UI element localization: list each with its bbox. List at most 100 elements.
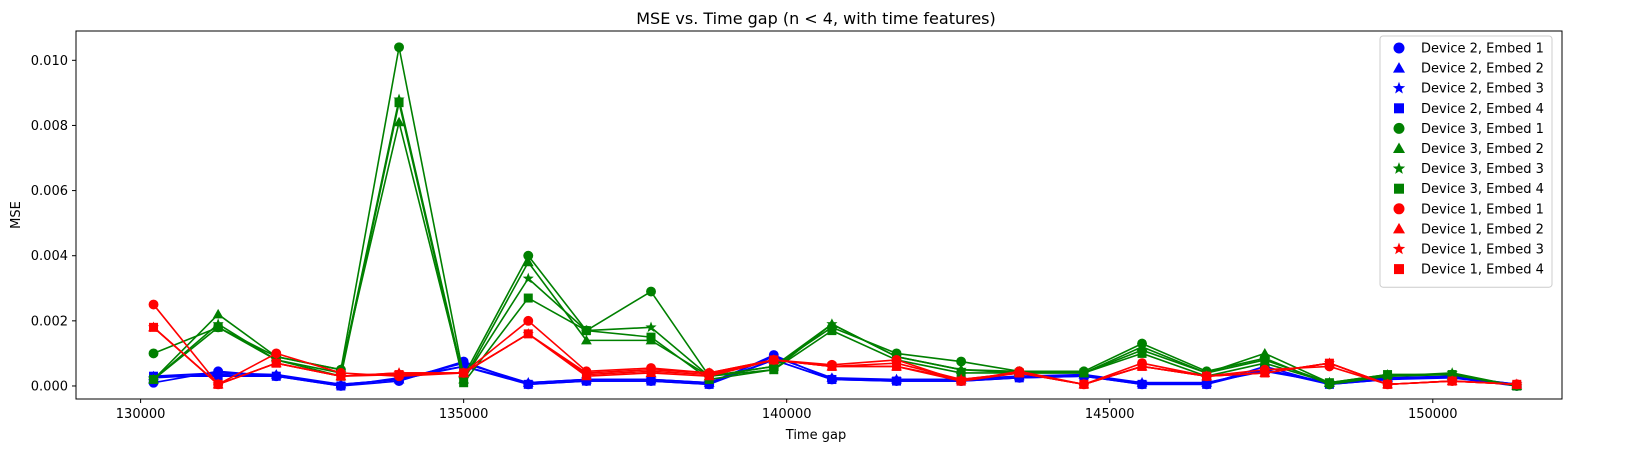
y-tick-label: 0.002: [31, 314, 68, 329]
legend-label: Device 2, Embed 4: [1421, 102, 1544, 117]
data-point: [523, 293, 533, 303]
data-point: [581, 370, 591, 380]
legend-item: Device 3, Embed 3: [1392, 162, 1544, 177]
legend-item: Device 1, Embed 4: [1394, 263, 1544, 278]
legend-label: Device 1, Embed 2: [1421, 222, 1544, 237]
data-point: [213, 379, 223, 389]
legend-label: Device 3, Embed 1: [1421, 122, 1544, 137]
data-point: [459, 368, 469, 378]
y-tick-label: 0.010: [31, 54, 68, 69]
legend-marker: [1393, 203, 1405, 215]
data-point: [1079, 368, 1089, 378]
y-tick-label: 0.004: [31, 249, 68, 264]
data-point: [1447, 370, 1457, 380]
legend-item: Device 1, Embed 2: [1393, 222, 1544, 237]
data-point: [336, 381, 346, 391]
legend-label: Device 1, Embed 4: [1421, 263, 1544, 278]
data-point: [271, 348, 282, 359]
legend-marker: [1394, 183, 1404, 194]
data-point: [459, 378, 469, 388]
data-point: [394, 98, 404, 108]
data-point: [522, 256, 534, 267]
data-point: [213, 322, 223, 332]
data-point: [523, 315, 534, 326]
data-point: [1137, 348, 1147, 358]
data-point: [892, 376, 902, 386]
data-point: [149, 322, 159, 332]
data-point: [523, 379, 533, 389]
data-point: [336, 371, 346, 381]
legend-label: Device 2, Embed 3: [1421, 82, 1544, 97]
legend-label: Device 3, Embed 3: [1421, 162, 1544, 177]
data-point: [213, 371, 223, 381]
data-point: [1383, 370, 1393, 380]
data-point: [769, 355, 779, 365]
data-point: [645, 321, 657, 333]
data-point: [581, 334, 592, 345]
data-point: [1202, 371, 1212, 381]
legend-marker: [1392, 81, 1406, 94]
legend-item: Device 2, Embed 2: [1393, 62, 1544, 77]
data-point: [149, 374, 159, 384]
data-point: [827, 374, 837, 384]
plot-frame: [75, 30, 1563, 400]
x-tick-label: 135000: [439, 407, 489, 422]
legend-box: [1379, 35, 1553, 288]
data-point: [393, 116, 405, 127]
data-point: [956, 376, 966, 386]
legend-label: Device 1, Embed 1: [1421, 202, 1544, 217]
data-point: [1383, 379, 1393, 389]
data-point: [1079, 379, 1089, 389]
data-point: [271, 371, 281, 381]
y-axis-title: MSE: [9, 201, 24, 229]
legend-marker: [1392, 162, 1406, 174]
data-point: [1202, 379, 1212, 389]
legend-label: Device 3, Embed 2: [1421, 142, 1544, 157]
legend-marker: [1392, 242, 1406, 255]
data-point: [956, 356, 967, 367]
legend-marker: [1393, 122, 1405, 134]
data-point: [522, 272, 534, 284]
data-point: [523, 250, 534, 261]
data-point: [1260, 358, 1270, 368]
data-point: [826, 318, 838, 329]
data-point: [827, 326, 837, 336]
legend-label: Device 2, Embed 1: [1421, 42, 1544, 57]
legend-label: Device 3, Embed 4: [1421, 182, 1544, 197]
data-point: [1324, 358, 1334, 368]
data-point: [1137, 379, 1147, 389]
y-axis: 0.000 0.002 0.004 0.006 0.008 0.010: [31, 54, 76, 394]
data-point: [148, 299, 159, 310]
data-point: [1447, 376, 1457, 386]
x-tick-label: 145000: [1085, 407, 1135, 422]
data-point: [956, 368, 966, 378]
legend-item: Device 1, Embed 1: [1393, 202, 1544, 217]
x-axis-title: Time gap: [785, 428, 846, 443]
data-point: [704, 379, 714, 389]
data-point: [646, 366, 656, 376]
data-point: [394, 370, 404, 380]
legend-label: Device 2, Embed 2: [1421, 62, 1544, 77]
legend-item: Device 3, Embed 1: [1393, 122, 1544, 137]
data-point: [769, 365, 779, 375]
data-point: [581, 376, 591, 386]
legend-marker: [1393, 222, 1405, 234]
legend-marker: [1394, 264, 1404, 275]
data-point: [646, 376, 656, 386]
legend-marker: [1393, 62, 1405, 73]
data-point: [1512, 379, 1522, 389]
legend-marker: [1394, 103, 1404, 114]
chart-title: MSE vs. Time gap (n < 4, with time featu…: [636, 9, 996, 28]
legend-item: Device 2, Embed 3: [1392, 81, 1544, 97]
data-point: [212, 308, 224, 319]
data-point: [394, 42, 404, 53]
data-point: [1137, 361, 1147, 371]
x-axis: 130000 135000 140000 145000 150000: [116, 399, 1458, 422]
legend-marker: [1393, 42, 1405, 54]
series-12: [149, 322, 1522, 389]
data-point: [704, 370, 714, 380]
data-point: [1014, 373, 1024, 383]
data-point: [581, 326, 591, 336]
